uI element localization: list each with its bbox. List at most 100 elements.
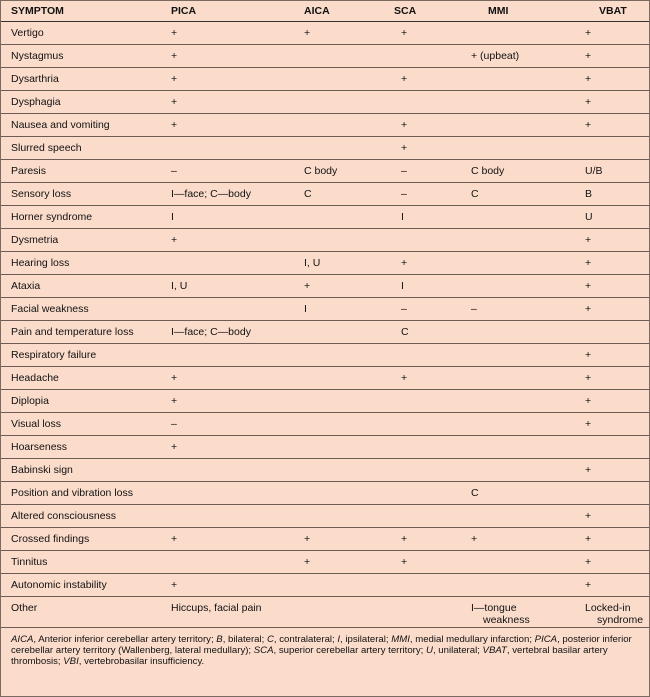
table-cell: + bbox=[164, 67, 297, 91]
table-cell bbox=[164, 136, 297, 160]
table-cell bbox=[394, 412, 464, 436]
abbreviation: B bbox=[216, 633, 223, 645]
table-cell: + bbox=[579, 458, 649, 482]
table-cell bbox=[297, 320, 394, 344]
header-row: SYMPTOM PICA AICA SCA MMI VBAT bbox=[1, 1, 649, 22]
table-row: Autonomic instability + + bbox=[1, 573, 649, 597]
table-cell bbox=[464, 458, 579, 482]
table-cell: + bbox=[579, 67, 649, 91]
table-cell: + bbox=[579, 412, 649, 436]
table-row: Dysphagia + + bbox=[1, 90, 649, 114]
abbreviation: C bbox=[266, 633, 274, 645]
table-cell bbox=[464, 228, 579, 252]
abbreviation: SCA bbox=[253, 644, 274, 656]
table-row: Position and vibration loss C bbox=[1, 481, 649, 505]
table-cell: + (upbeat) bbox=[464, 44, 579, 68]
table-cell: + bbox=[297, 527, 394, 551]
definition: , superior cerebellar artery territory; bbox=[273, 644, 426, 656]
table-cell: B bbox=[579, 182, 649, 206]
abbreviation: AICA bbox=[11, 633, 34, 645]
table-cell bbox=[297, 504, 394, 528]
table-cell: + bbox=[579, 251, 649, 275]
table-row: Headache + + + bbox=[1, 366, 649, 390]
table-cell bbox=[464, 136, 579, 160]
symptom-cell: Paresis bbox=[1, 159, 164, 183]
table-cell bbox=[464, 320, 579, 344]
table-row: Dysarthria + + + bbox=[1, 67, 649, 91]
symptom-cell: Crossed findings bbox=[1, 527, 164, 551]
table-cell bbox=[464, 113, 579, 137]
table-cell: C body bbox=[464, 159, 579, 183]
table-cell: U bbox=[579, 205, 649, 229]
table-body: Vertigo + + + + Nystagmus + + (upbeat) + Dysarthr… bbox=[1, 21, 649, 628]
table-cell: + bbox=[579, 274, 649, 298]
table-cell bbox=[464, 366, 579, 390]
symptom-cell: Horner syndrome bbox=[1, 205, 164, 229]
abbreviation: VBI bbox=[63, 655, 79, 667]
symptom-cell: Hearing loss bbox=[1, 251, 164, 275]
table-row: Nystagmus + + (upbeat) + bbox=[1, 44, 649, 68]
table-cell: + bbox=[579, 90, 649, 114]
symptom-cell: Headache bbox=[1, 366, 164, 390]
table-cell bbox=[297, 90, 394, 114]
table-cell: – bbox=[394, 159, 464, 183]
table-cell bbox=[464, 573, 579, 597]
symptom-cell: Sensory loss bbox=[1, 182, 164, 206]
table-cell bbox=[464, 504, 579, 528]
table-cell: + bbox=[394, 21, 464, 45]
table-cell bbox=[297, 412, 394, 436]
table-cell: + bbox=[394, 67, 464, 91]
symptom-cell: Respiratory failure bbox=[1, 343, 164, 367]
table-cell: + bbox=[579, 573, 649, 597]
table-cell: C bbox=[464, 481, 579, 505]
table-cell: + bbox=[579, 366, 649, 390]
table-row: Other Hiccups, facial pain I—tongue weakne… bbox=[1, 596, 649, 628]
table-cell bbox=[297, 113, 394, 137]
table-cell bbox=[394, 504, 464, 528]
table-row: Pain and temperature loss I—face; C—body C bbox=[1, 320, 649, 344]
footnote: AICA, Anterior inferior cerebellar arter… bbox=[1, 628, 649, 667]
symptom-table: SYMPTOM PICA AICA SCA MMI VBAT Vertigo + + + + Nys… bbox=[1, 1, 649, 628]
table-row: Paresis – C body – C body U/B bbox=[1, 159, 649, 183]
table-cell: C bbox=[394, 320, 464, 344]
abbreviation: U bbox=[426, 644, 433, 656]
table-cell: I, U bbox=[297, 251, 394, 275]
table-row: Visual loss – + bbox=[1, 412, 649, 436]
table-cell bbox=[464, 550, 579, 574]
symptom-cell: Hoarseness bbox=[1, 435, 164, 459]
table-cell bbox=[464, 67, 579, 91]
definition: , contralateral; bbox=[273, 633, 338, 645]
table-cell: + bbox=[164, 366, 297, 390]
table-cell bbox=[164, 504, 297, 528]
table-cell bbox=[297, 458, 394, 482]
table-cell: U/B bbox=[579, 159, 649, 183]
table-cell: I, U bbox=[164, 274, 297, 298]
table-cell: I bbox=[164, 205, 297, 229]
table-cell: + bbox=[164, 389, 297, 413]
table-cell bbox=[394, 343, 464, 367]
table-row: Sensory loss I—face; C—body C – C B bbox=[1, 182, 649, 206]
table-cell bbox=[297, 67, 394, 91]
table-row: Tinnitus + + + bbox=[1, 550, 649, 574]
symptom-cell: Diplopia bbox=[1, 389, 164, 413]
table-row: Ataxia I, U + I + bbox=[1, 274, 649, 298]
symptom-cell: Nystagmus bbox=[1, 44, 164, 68]
table-row: Nausea and vomiting + + + bbox=[1, 113, 649, 137]
abbreviation: I bbox=[337, 633, 341, 645]
table-row: Diplopia + + bbox=[1, 389, 649, 413]
table-cell: + bbox=[579, 389, 649, 413]
table-row: Babinski sign + bbox=[1, 458, 649, 482]
table-cell bbox=[297, 389, 394, 413]
table-cell: + bbox=[579, 527, 649, 551]
table-row: Facial weakness I – – + bbox=[1, 297, 649, 321]
table-cell: + bbox=[394, 366, 464, 390]
symptom-cell: Pain and temperature loss bbox=[1, 320, 164, 344]
table-row: Hearing loss I, U + + bbox=[1, 251, 649, 275]
table-cell: + bbox=[394, 113, 464, 137]
table-cell bbox=[394, 573, 464, 597]
table-cell: + bbox=[579, 44, 649, 68]
table-cell: I bbox=[394, 274, 464, 298]
table-cell bbox=[464, 412, 579, 436]
table-cell bbox=[297, 573, 394, 597]
column-header: MMI bbox=[464, 1, 579, 22]
